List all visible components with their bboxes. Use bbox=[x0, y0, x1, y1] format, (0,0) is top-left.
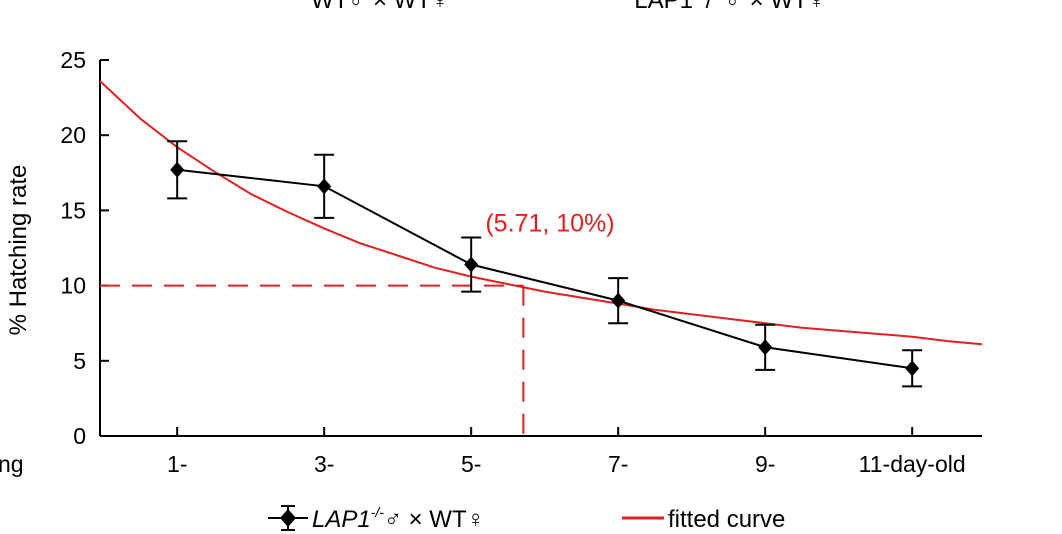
legend-diamond-marker bbox=[280, 509, 296, 527]
fitted-curve-line bbox=[99, 80, 983, 346]
x-tick-label-1: 1- bbox=[167, 451, 187, 477]
data-series-line bbox=[177, 168, 913, 370]
top-label-wt-cross: WT♂ × WT♀ bbox=[311, 0, 449, 14]
data-point-7 bbox=[611, 292, 626, 309]
legend-entry-fitted-curve: fitted curve bbox=[622, 506, 785, 533]
annotation-label: (5.71, 10%) bbox=[485, 209, 614, 237]
x-tick-label-3: 3- bbox=[314, 451, 334, 477]
y-tick-label-5: 5 bbox=[73, 348, 86, 374]
y-tick-label-10: 10 bbox=[60, 273, 86, 299]
top-label-lap1-cross: LAP1⁻/⁻♂ × WT♀ bbox=[634, 0, 825, 14]
y-tick-label-25: 25 bbox=[60, 47, 86, 73]
x-tick-label-7: 7- bbox=[608, 451, 628, 477]
data-point-1 bbox=[170, 161, 185, 178]
y-tick-label-15: 15 bbox=[60, 197, 86, 223]
legend-label-fit: fitted curve bbox=[668, 506, 785, 533]
legend: LAP1-/-♂ × WT♀ fitted curve bbox=[268, 504, 785, 533]
y-axis-label: % Hatching rate bbox=[5, 165, 32, 336]
data-point-11 bbox=[905, 360, 920, 377]
x-tick-label-11: 11-day-old bbox=[859, 451, 966, 477]
x-tick-label-9: 9- bbox=[755, 451, 775, 477]
y-tick-label-0: 0 bbox=[73, 423, 86, 449]
data-point-9 bbox=[758, 339, 773, 356]
x-tick-label-5: 5- bbox=[461, 451, 481, 477]
y-tick-label-20: 20 bbox=[60, 122, 86, 148]
plot-area: 0 5 10 15 20 25 1- 3- 5- 7- 9- 11-day-old (5.71, 10%… bbox=[60, 47, 983, 477]
data-point-5 bbox=[464, 256, 479, 273]
left-cut-label: ng bbox=[0, 451, 24, 477]
legend-label-data: LAP1-/-♂ × WT♀ bbox=[312, 504, 485, 533]
data-point-3 bbox=[317, 178, 332, 195]
legend-entry-data-series: LAP1-/-♂ × WT♀ bbox=[268, 504, 485, 533]
